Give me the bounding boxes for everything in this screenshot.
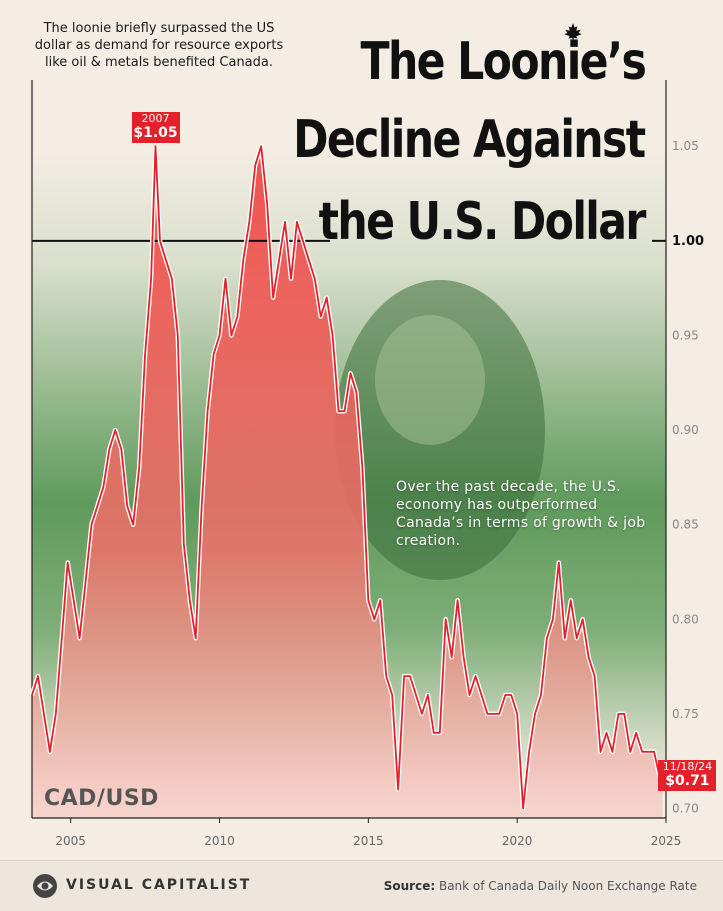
banknote-portrait <box>335 280 545 580</box>
x-tick-label: 2020 <box>502 834 533 848</box>
y-tick-label: 1.05 <box>672 139 699 153</box>
y-tick-label: 1.00 <box>672 234 704 249</box>
annotation-top: The loonie briefly surpassed the US doll… <box>34 21 284 70</box>
x-tick-label: 2010 <box>204 834 235 848</box>
series-label: CAD/USD <box>44 786 159 811</box>
maple-leaf-icon <box>564 23 582 43</box>
series-area <box>32 146 663 818</box>
title-line-1: The Loonie’s <box>360 32 646 92</box>
source-note: Source: Bank of Canada Daily Noon Exchan… <box>384 879 697 893</box>
title-line-2: Decline Against <box>293 110 647 170</box>
last-callout: 11/18/24 $0.71 <box>658 759 717 791</box>
source-label: Source: <box>383 879 436 893</box>
annotation-mid: Over the past decade, the U.S. economy h… <box>396 479 646 549</box>
chart: 0.70 0.75 0.80 0.85 0.90 0.95 1.00 1.05 2005 2010… <box>29 80 704 848</box>
footer: VISUAL CAPITALIST Source: Bank of Canada… <box>0 860 723 911</box>
y-tick-label: 0.80 <box>672 612 699 626</box>
x-tick-label: 2015 <box>353 834 384 848</box>
brand-name: VISUAL CAPITALIST <box>66 877 252 893</box>
y-tick-label: 0.85 <box>672 518 699 532</box>
source-text: Bank of Canada Daily Noon Exchange Rate <box>435 879 697 893</box>
y-tick-label: 0.70 <box>672 802 699 816</box>
title-line-3: the U.S. Dollar <box>318 192 647 252</box>
y-tick-label: 0.95 <box>672 328 699 342</box>
peak-callout-value: $1.05 <box>133 125 178 142</box>
peak-callout: 2007 $1.05 <box>131 112 180 144</box>
x-tick-label: 2005 <box>55 834 86 848</box>
last-callout-date: 11/18/24 <box>662 759 713 773</box>
visual-capitalist-logo-icon <box>33 874 57 898</box>
series-line <box>31 145 664 810</box>
last-callout-value: $0.71 <box>665 772 710 789</box>
y-tick-label: 0.75 <box>672 707 699 721</box>
x-tick-label: 2025 <box>651 834 682 848</box>
peak-callout-date: 2007 <box>141 112 170 126</box>
y-tick-label: 0.90 <box>672 423 699 437</box>
